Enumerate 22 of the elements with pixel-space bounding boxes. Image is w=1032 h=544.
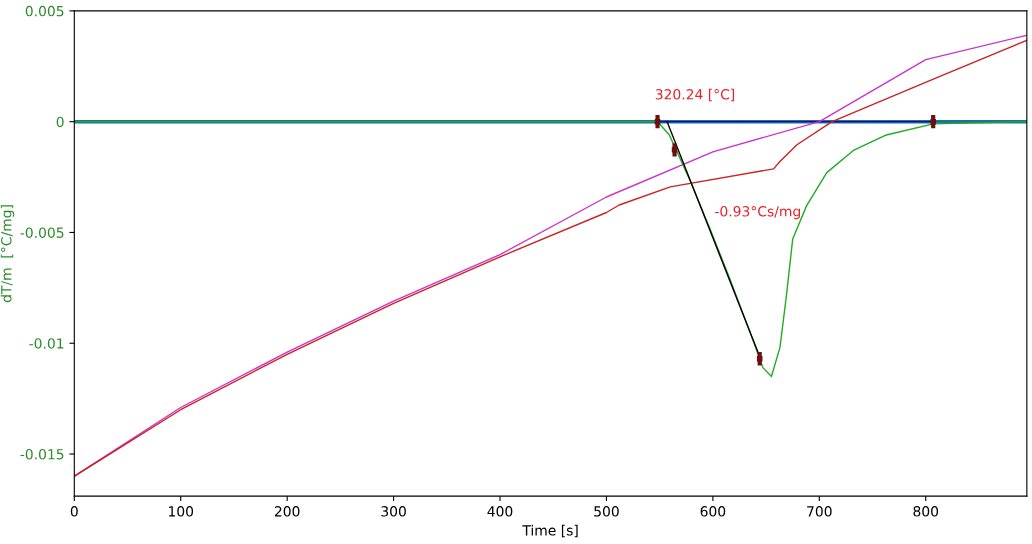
- annotation: 320.24 [°C]: [655, 88, 735, 102]
- y-tick-label: 0.005: [25, 5, 64, 17]
- y-axis-title: dT/m [°C/mg]: [0, 205, 15, 303]
- annotation: -0.93°Cs/mg: [715, 206, 800, 220]
- x-tick-label: 600: [700, 506, 726, 517]
- point: [930, 118, 936, 125]
- line-series: [74, 120, 1027, 378]
- x-tick-label: 700: [807, 506, 832, 517]
- y-tick-label: -0.015: [20, 449, 64, 460]
- x-tick-label: 100: [169, 506, 194, 517]
- point: [671, 147, 678, 153]
- x-axis-title: Time [s]: [522, 524, 578, 538]
- x-tick-label: 800: [913, 506, 939, 517]
- y-tick-label: 0: [56, 116, 64, 128]
- x-tick-label: 200: [274, 506, 300, 517]
- y-tick-label: -0.01: [29, 338, 64, 349]
- x-tick-label: 400: [487, 506, 513, 517]
- y-tick-label: -0.005: [20, 227, 64, 238]
- x-tick-label: 0: [70, 506, 78, 517]
- x-tick-label: 300: [381, 506, 406, 517]
- point: [756, 355, 763, 362]
- x-tick-label: 500: [594, 506, 619, 517]
